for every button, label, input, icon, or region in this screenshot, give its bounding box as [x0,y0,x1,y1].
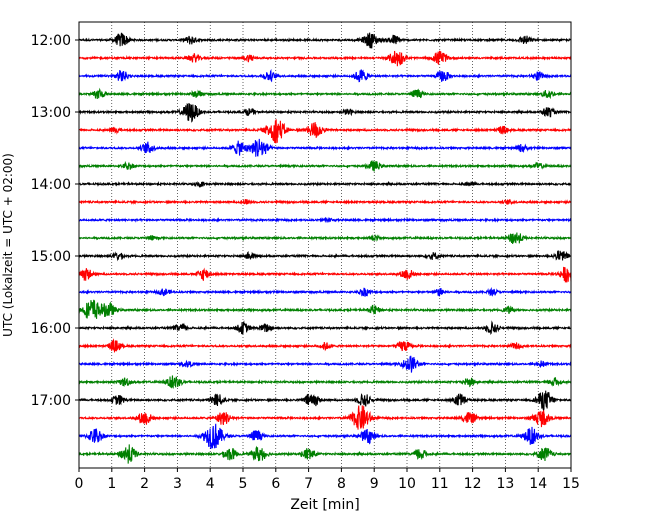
x-tick-label: 14 [529,476,547,492]
x-tick-label: 0 [75,476,84,492]
x-tick-label: 3 [173,476,182,492]
y-tick-label: 15:00 [31,249,71,265]
seismic-trace [78,250,572,262]
seismic-trace [78,50,572,67]
seismic-trace [78,390,572,412]
y-tick-label: 14:00 [31,177,71,193]
x-tick-label: 8 [337,476,346,492]
trace-group [78,32,572,464]
seismic-trace [78,216,572,224]
seismic-trace [78,180,572,188]
seismic-trace [78,299,572,319]
x-axis-ticks: 0 1 2 3 4 5 6 7 8 9 10 11 12 13 14 15 [75,468,580,492]
x-tick-label: 10 [398,476,416,492]
x-tick-label: 11 [431,476,449,492]
y-tick-label: 17:00 [31,393,71,409]
seismic-trace [78,338,572,354]
seismic-trace [78,355,572,373]
x-axis-label: Zeit [min] [290,497,359,513]
seismic-trace [78,405,572,430]
seismic-trace [78,423,572,449]
plot-frame [78,21,572,469]
x-tick-label: 4 [206,476,215,492]
seismic-trace [78,160,572,172]
seismic-trace [78,266,572,283]
x-tick-label: 9 [370,476,379,492]
x-tick-label: 6 [271,476,280,492]
x-tick-label: 2 [140,476,149,492]
x-tick-label: 15 [562,476,580,492]
y-tick-label: 16:00 [31,321,71,337]
x-tick-label: 12 [464,476,482,492]
y-axis-ticks: 12:00 13:00 14:00 15:00 16:00 17:00 [31,33,79,409]
seismic-trace [78,286,572,298]
y-axis-label: UTC (Lokalzeit = UTC + 02:00) [1,153,15,337]
seismic-trace [78,320,572,335]
seismic-trace [78,232,572,245]
seismic-trace [78,32,572,49]
seismic-trace [78,138,572,157]
x-tick-label: 5 [239,476,248,492]
x-tick-label: 1 [107,476,116,492]
y-tick-label: 13:00 [31,105,71,121]
seismic-trace [78,375,572,390]
seismic-trace [78,198,572,206]
seismic-trace [78,68,572,83]
seismic-trace [78,87,572,100]
seismic-trace [78,119,572,144]
seismic-trace [78,444,572,464]
x-tick-label: 13 [496,476,514,492]
vertical-grid [111,22,539,468]
x-tick-label: 7 [304,476,313,492]
y-tick-label: 12:00 [31,33,71,49]
seismic-trace [78,102,572,123]
